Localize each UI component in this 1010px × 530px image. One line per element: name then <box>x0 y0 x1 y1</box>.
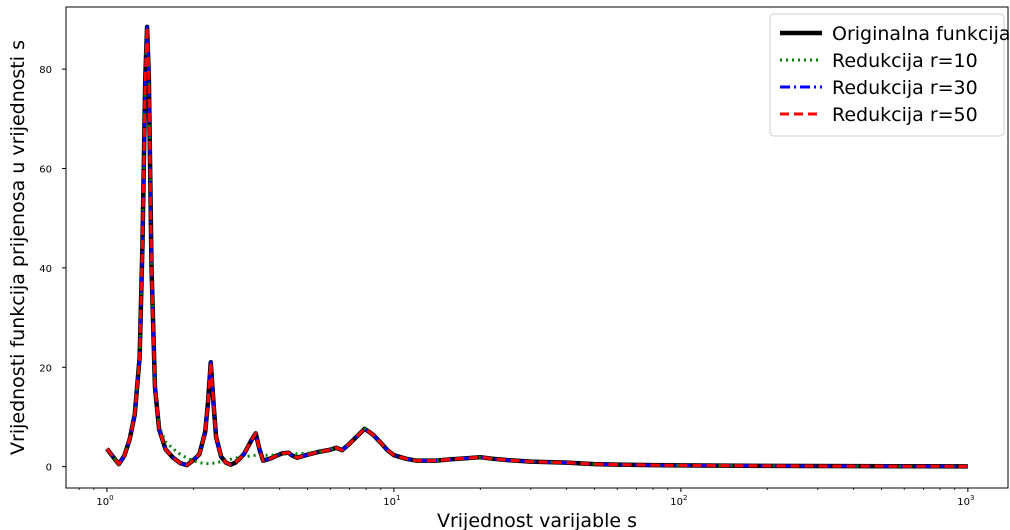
y-axis-title: Vrijednosti funkcija prijenosa u vrijedn… <box>7 40 29 455</box>
y-tick-label: 40 <box>39 264 52 275</box>
series-line-2 <box>105 25 968 468</box>
legend: Originalna funkcija Redukcija r=10 Redukci… <box>769 13 1010 137</box>
y-tick-label: 20 <box>39 363 52 374</box>
legend-box <box>769 13 1005 137</box>
series-line-4 <box>105 25 968 468</box>
y-tick-label: 80 <box>39 65 52 76</box>
x-axis-title: Vrijednost varijable s <box>437 510 637 530</box>
y-tick-label: 60 <box>39 164 52 175</box>
y-tick-label: 0 <box>46 463 52 474</box>
legend-label: Redukcija r=50 <box>832 104 978 126</box>
plot-frame <box>65 6 1009 489</box>
legend-label: Redukcija r=30 <box>832 77 978 99</box>
legend-label: Redukcija r=10 <box>832 50 978 72</box>
legend-label: Originalna funkcija <box>832 23 1010 45</box>
